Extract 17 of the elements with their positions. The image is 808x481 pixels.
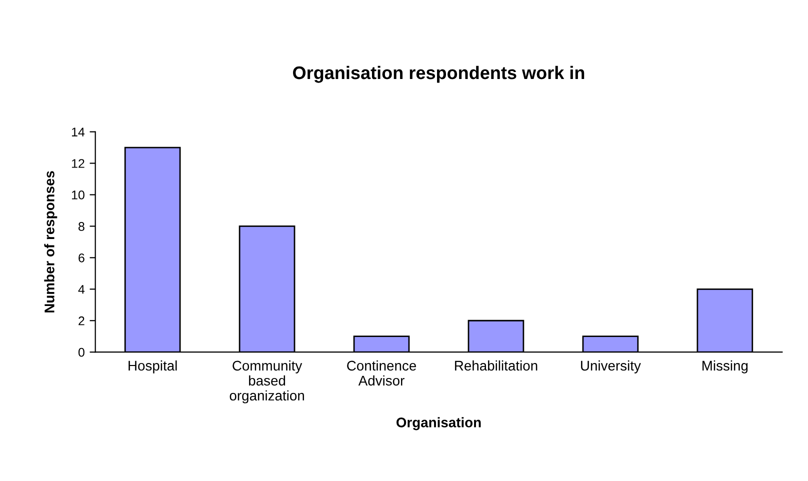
x-tick-label: University: [581, 360, 641, 374]
x-tick-label: Continence Advisor: [347, 360, 416, 386]
y-tick-label: 8: [78, 222, 84, 231]
y-tick-label: 6: [78, 253, 84, 262]
y-tick-label: 14: [72, 128, 85, 136]
y-tick-label: 0: [78, 348, 84, 357]
x-tick-label: Rehabilitation: [455, 360, 538, 371]
y-tick-label: 10: [72, 190, 84, 200]
x-tick-label: Hospital: [128, 360, 177, 374]
y-axis-title: Number of responses: [44, 171, 58, 312]
x-tick-label: Missing: [702, 360, 748, 374]
y-tick-label: 4: [78, 285, 85, 294]
chart-title: Organisation respondents work in: [293, 66, 584, 83]
y-tick-label: 2: [78, 316, 84, 326]
x-tick-label: Community based organization: [230, 360, 304, 404]
x-axis-title: Organisation: [396, 417, 481, 430]
y-tick-label: 12: [72, 159, 84, 168]
